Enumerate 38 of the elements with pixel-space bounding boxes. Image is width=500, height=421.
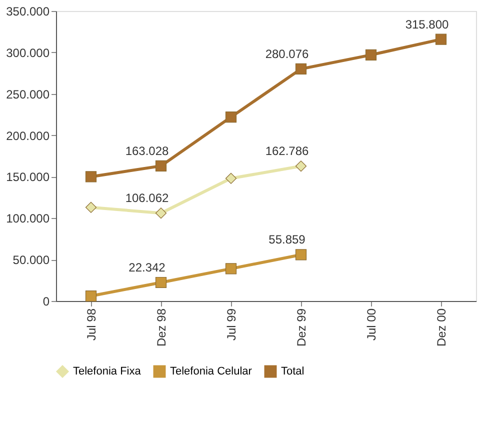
point [435, 34, 447, 45]
point [85, 171, 97, 182]
legend-label: Telefonia Fixa [73, 366, 142, 378]
point [365, 49, 377, 60]
legend-label: Total [281, 366, 304, 378]
data-label: 22.342 [128, 260, 166, 274]
point [295, 249, 307, 260]
y-tick-label: 250.000 [6, 87, 50, 102]
x-tick-label: Jul 00 [364, 308, 378, 341]
y-tick-label: 350.000 [6, 4, 50, 18]
y-tick-label: 100.000 [6, 212, 50, 226]
x-tick-label: Jul 99 [224, 308, 238, 341]
y-tick-label: 300.000 [6, 46, 50, 60]
point [295, 63, 307, 74]
x-tick-label: Dez 00 [434, 308, 448, 347]
point [225, 263, 237, 274]
point [155, 160, 167, 172]
point [85, 290, 97, 302]
data-label: 162.786 [265, 144, 310, 158]
y-tick-label: 0 [42, 294, 50, 308]
data-label: 55.859 [268, 232, 306, 247]
data-label: 280.076 [265, 46, 310, 61]
y-tick-label: 150.000 [6, 170, 50, 184]
point [155, 208, 167, 219]
data-label: 315.800 [405, 17, 450, 32]
x-tick-label: Jul 98 [84, 308, 98, 341]
point [85, 202, 97, 213]
x-tick-label: Dez 98 [154, 308, 168, 347]
x-tick-label: Dez 99 [294, 308, 308, 347]
point [295, 160, 307, 172]
data-label: 163.028 [125, 144, 170, 158]
y-tick-label: 200.000 [6, 128, 50, 143]
point [225, 112, 237, 123]
data-label: 106.062 [125, 191, 170, 206]
legend-label: Telefonia Celular [170, 366, 252, 378]
point [225, 172, 237, 184]
point [155, 276, 167, 288]
y-tick-label: 50.000 [12, 253, 50, 268]
